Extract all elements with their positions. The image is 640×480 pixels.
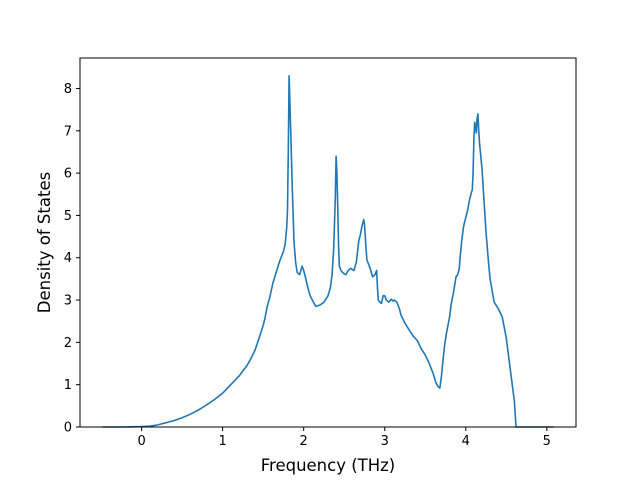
axes-frame [79, 57, 577, 428]
x-axis-ticks: 0 1 2 3 4 5 [137, 427, 551, 449]
x-tick-label: 4 [462, 434, 470, 449]
y-tick-label: 6 [64, 167, 72, 182]
dos-series-line [101, 74, 555, 428]
y-tick-label: 3 [64, 294, 72, 309]
plot-area [101, 74, 555, 428]
x-tick-label: 2 [300, 434, 308, 449]
x-axis-label: Frequency (THz) [261, 456, 396, 475]
y-tick-label: 5 [64, 209, 72, 224]
y-axis-ticks: 0 1 2 3 4 5 6 7 8 [64, 82, 80, 436]
y-tick-label: 8 [64, 82, 72, 97]
y-tick-label: 7 [64, 124, 72, 139]
y-tick-label: 0 [64, 421, 72, 436]
y-tick-label: 1 [64, 378, 72, 393]
y-tick-label: 2 [64, 336, 72, 351]
y-tick-label: 4 [64, 251, 72, 266]
x-tick-label: 0 [137, 434, 145, 449]
x-tick-label: 1 [218, 434, 226, 449]
x-tick-label: 5 [543, 434, 551, 449]
y-axis-label: Density of States [35, 172, 54, 313]
x-tick-label: 3 [381, 434, 389, 449]
